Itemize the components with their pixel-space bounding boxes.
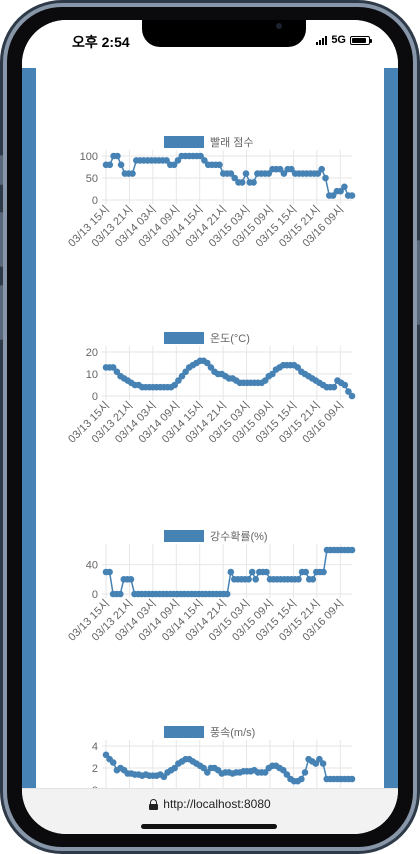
y-tick-label: 0 — [92, 195, 98, 207]
y-tick-label: 4 — [92, 741, 98, 753]
data-point[interactable] — [129, 170, 136, 177]
data-point[interactable] — [302, 769, 309, 776]
data-point[interactable] — [216, 162, 223, 169]
status-time: 오후 2:54 — [72, 32, 130, 52]
legend-label[interactable]: 풍속(m/s) — [210, 726, 255, 739]
data-point[interactable] — [106, 569, 113, 576]
data-point[interactable] — [114, 153, 121, 160]
legend-swatch[interactable] — [164, 726, 204, 738]
y-tick-label: 0 — [92, 589, 98, 601]
data-point[interactable] — [310, 576, 317, 583]
signal-icon — [316, 35, 327, 45]
data-point[interactable] — [295, 576, 302, 583]
wind-speed-chart: 풍속(m/s)42003/13 15시03/13 21시03/14 03시03/… — [22, 720, 398, 788]
legend-swatch[interactable] — [164, 530, 204, 542]
legend-swatch[interactable] — [164, 332, 204, 344]
lock-icon — [149, 799, 158, 810]
status-indicators: 5G — [316, 34, 370, 46]
action-button — [0, 155, 3, 185]
data-point[interactable] — [243, 170, 250, 177]
volume-down-button — [0, 285, 3, 340]
data-point[interactable] — [349, 776, 356, 783]
temperature-chart: 온도(°C)2010003/13 15시03/13 21시03/14 03시03… — [22, 326, 398, 446]
data-point[interactable] — [117, 591, 124, 598]
data-point[interactable] — [224, 591, 231, 598]
data-point[interactable] — [331, 384, 338, 391]
battery-icon — [350, 36, 370, 45]
data-point[interactable] — [118, 162, 125, 169]
url-bar[interactable]: http://localhost:8080 — [22, 788, 398, 834]
data-point[interactable] — [110, 759, 117, 766]
data-point[interactable] — [342, 382, 349, 389]
volume-up-button — [0, 212, 3, 267]
status-bar: 오후 2:54 5G — [22, 20, 398, 68]
legend-label[interactable]: 온도(°C) — [210, 332, 250, 345]
legend-label[interactable]: 강수확률(%) — [210, 530, 268, 543]
data-point[interactable] — [349, 393, 356, 400]
data-point[interactable] — [349, 547, 356, 554]
data-point[interactable] — [228, 569, 235, 576]
data-point[interactable] — [322, 175, 329, 182]
data-point[interactable] — [107, 162, 114, 169]
legend-label[interactable]: 빨래 점수 — [210, 136, 254, 149]
data-point[interactable] — [249, 569, 256, 576]
y-tick-label: 2 — [92, 763, 98, 775]
data-point[interactable] — [128, 576, 135, 583]
phone-screen: 오후 2:54 5G 빨래 점수 100 50 0 03/13 15시 03/13 21시… — [22, 20, 398, 834]
y-tick-label: 20 — [86, 347, 98, 359]
notch — [142, 20, 306, 47]
data-point[interactable] — [320, 760, 327, 767]
y-tick-label: 40 — [86, 560, 98, 572]
data-point[interactable] — [341, 184, 348, 191]
url-text: http://localhost:8080 — [163, 797, 270, 811]
data-point[interactable] — [263, 569, 270, 576]
data-point[interactable] — [298, 776, 305, 783]
legend-swatch[interactable] — [164, 136, 204, 148]
data-point[interactable] — [239, 179, 246, 186]
data-point[interactable] — [302, 569, 309, 576]
y-tick-label: 10 — [86, 369, 98, 381]
data-point[interactable] — [349, 192, 356, 199]
data-point[interactable] — [245, 576, 252, 583]
y-tick-label: 0 — [92, 391, 98, 403]
y-tick-label: 50 — [86, 173, 98, 185]
data-point[interactable] — [250, 179, 257, 186]
data-point[interactable] — [318, 166, 325, 173]
page-content[interactable]: 빨래 점수 100 50 0 03/13 15시 03/13 21시 03/14 03시 03… — [22, 68, 398, 788]
network-label: 5G — [331, 34, 346, 46]
data-point[interactable] — [252, 576, 259, 583]
camera-icon — [276, 23, 282, 29]
data-point[interactable] — [320, 569, 327, 576]
home-indicator[interactable] — [141, 824, 277, 829]
y-tick-label: 100 — [80, 151, 98, 163]
